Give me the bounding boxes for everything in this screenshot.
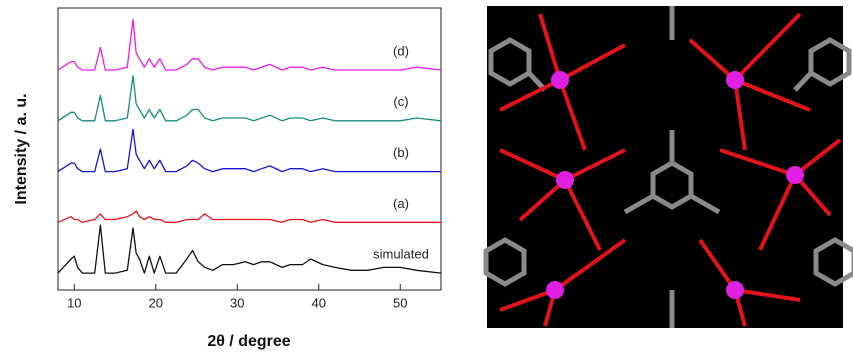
crystal-structure (486, 6, 853, 328)
x-tick-label: 50 (393, 295, 407, 310)
series-label: (b) (393, 145, 409, 160)
series-line (58, 211, 441, 222)
y-axis-title: Intensity / a. u. (13, 93, 30, 204)
series-label: (c) (393, 94, 408, 109)
series-line (58, 129, 441, 171)
series-label: (d) (393, 43, 409, 58)
figure: 2θ / degree Intensity / a. u. 10 20 30 40 50… (0, 0, 853, 358)
x-tick-label: 30 (230, 295, 244, 310)
x-axis-title: 2θ / degree (207, 333, 290, 350)
series-line (58, 19, 441, 70)
series-line (58, 76, 441, 121)
x-tick-label: 10 (67, 295, 81, 310)
x-tick-label: 20 (149, 295, 163, 310)
series-label: simulated (373, 247, 429, 262)
page: {"chart_data": {"type": "line", "x_label… (0, 0, 853, 358)
x-tick-label: 40 (312, 295, 326, 310)
series-label: (a) (393, 196, 409, 211)
